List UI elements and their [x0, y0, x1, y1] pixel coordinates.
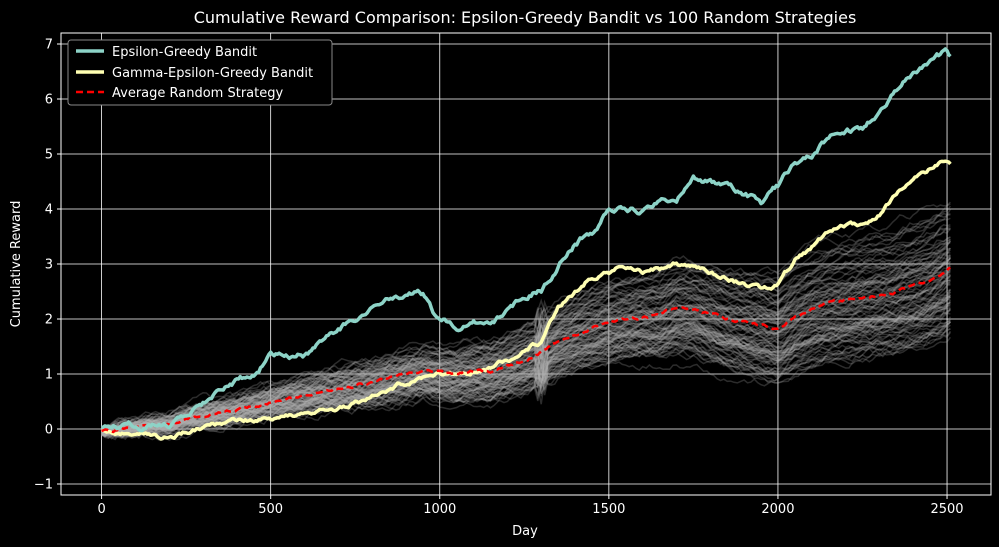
y-tick-label: 7 — [45, 38, 53, 53]
x-tick-label: 1000 — [423, 502, 456, 517]
y-tick-label: 1 — [45, 368, 53, 383]
x-tick-label: 0 — [97, 502, 105, 517]
legend-label-epsilon: Epsilon-Greedy Bandit — [112, 45, 257, 60]
x-tick-label: 500 — [258, 502, 283, 517]
legend: Epsilon-Greedy Bandit Gamma-Epsilon-Gree… — [68, 40, 332, 105]
chart-title: Cumulative Reward Comparison: Epsilon-Gr… — [194, 8, 857, 27]
x-tick-label: 2500 — [930, 502, 963, 517]
y-tick-label: 0 — [45, 423, 53, 438]
y-tick-label: 3 — [45, 258, 53, 273]
y-tick-label: 2 — [45, 313, 53, 328]
x-tick-label: 1500 — [592, 502, 625, 517]
y-tick-label: 6 — [45, 93, 53, 108]
y-tick-label: 5 — [45, 148, 53, 163]
legend-label-average-random: Average Random Strategy — [112, 86, 283, 101]
y-tick-label: 4 — [45, 203, 53, 218]
x-axis-label: Day — [512, 524, 538, 539]
y-tick-label: −1 — [34, 478, 53, 493]
y-axis-label: Cumulative Reward — [9, 201, 24, 328]
x-tick-label: 2000 — [761, 502, 794, 517]
legend-label-gamma: Gamma-Epsilon-Greedy Bandit — [112, 66, 313, 81]
